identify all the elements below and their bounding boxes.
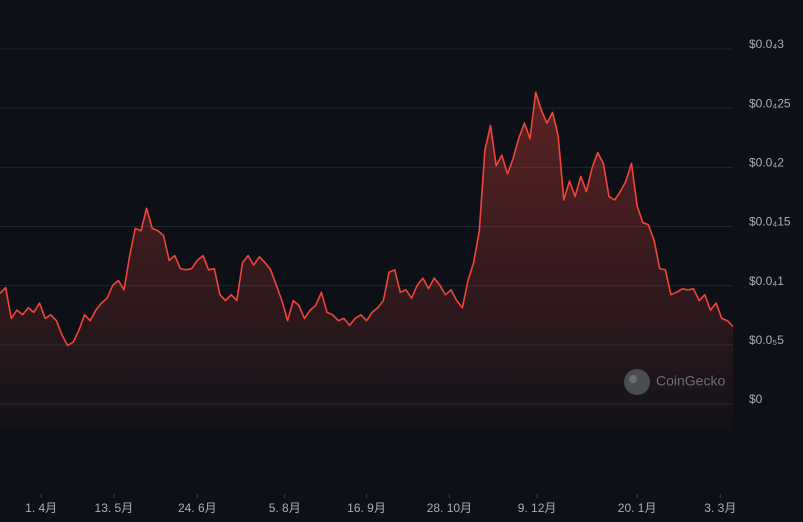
- x-tick-label: 1. 4月: [25, 501, 57, 515]
- x-tick-label: 3. 3月: [704, 501, 736, 515]
- y-tick-label: $0.0₄1: [749, 274, 784, 288]
- y-tick-label: $0.0₄3: [749, 37, 784, 51]
- x-tick-label: 28. 10月: [427, 501, 472, 515]
- x-tick-label: 9. 12月: [518, 501, 557, 515]
- x-tick-label: 24. 6月: [178, 501, 217, 515]
- watermark-logo: [624, 369, 650, 395]
- x-tick-label: 5. 8月: [269, 501, 301, 515]
- watermark-text: CoinGecko: [656, 373, 725, 389]
- x-tick-label: 13. 5月: [95, 501, 134, 515]
- y-tick-label: $0.0₄15: [749, 215, 791, 229]
- y-tick-label: $0.0₄25: [749, 96, 791, 110]
- x-tick-label: 20. 1月: [618, 501, 657, 515]
- y-tick-label: $0.0₅5: [749, 333, 784, 347]
- price-line: [0, 91, 734, 347]
- y-tick-label: $0.0₄2: [749, 156, 784, 170]
- watermark: CoinGecko: [624, 369, 725, 395]
- watermark-logo-eye: [629, 375, 637, 383]
- y-tick-label: $0: [749, 392, 763, 406]
- x-tick-label: 16. 9月: [347, 501, 386, 515]
- price-area: [0, 92, 733, 431]
